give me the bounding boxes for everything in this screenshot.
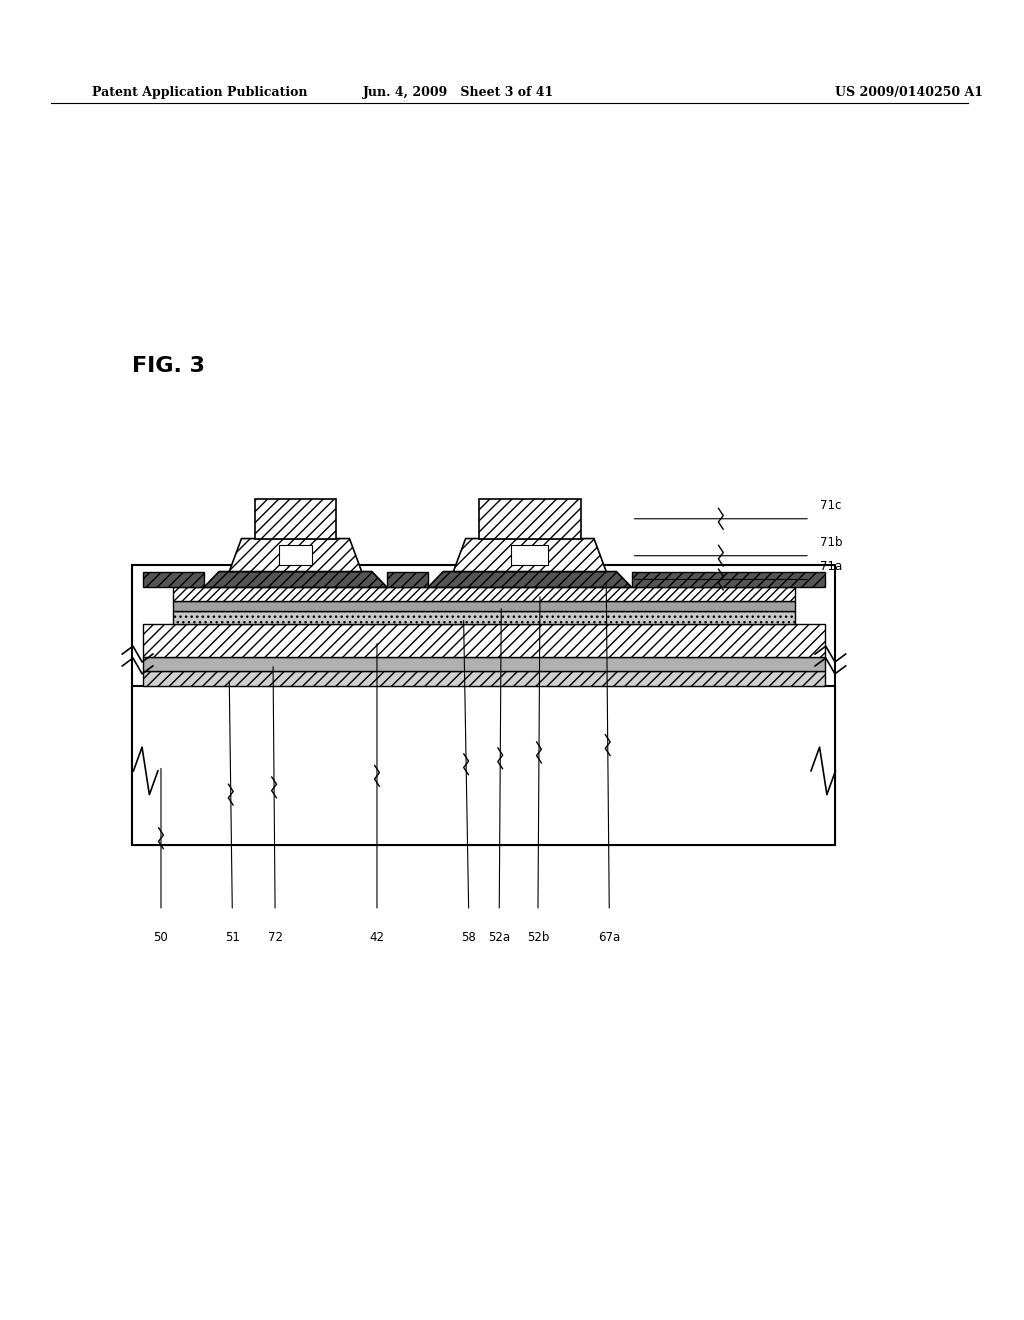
Bar	[173, 587, 795, 601]
Polygon shape	[255, 499, 336, 539]
Polygon shape	[428, 572, 632, 587]
Text: FIG. 3: FIG. 3	[132, 356, 206, 376]
Text: US 2009/0140250 A1: US 2009/0140250 A1	[836, 86, 983, 99]
Text: Jun. 4, 2009   Sheet 3 of 41: Jun. 4, 2009 Sheet 3 of 41	[362, 86, 554, 99]
Polygon shape	[479, 499, 581, 539]
Text: 72: 72	[267, 931, 283, 944]
Bar	[142, 671, 825, 686]
Bar	[173, 611, 795, 624]
Bar	[142, 624, 825, 657]
Text: 67a: 67a	[598, 931, 621, 944]
Bar	[173, 601, 795, 611]
Polygon shape	[204, 572, 387, 587]
Bar	[279, 545, 312, 565]
Bar	[142, 657, 825, 671]
Bar	[142, 572, 204, 587]
Text: 71c: 71c	[820, 499, 842, 512]
Bar	[632, 572, 825, 587]
Bar	[132, 686, 836, 845]
Text: 52a: 52a	[488, 931, 510, 944]
Text: Patent Application Publication: Patent Application Publication	[92, 86, 307, 99]
Polygon shape	[454, 539, 606, 572]
Bar	[387, 572, 428, 587]
Text: 50: 50	[154, 931, 168, 944]
Text: 58: 58	[461, 931, 476, 944]
Text: 42: 42	[370, 931, 384, 944]
Text: 71b: 71b	[820, 536, 843, 549]
Bar	[511, 545, 548, 565]
Bar	[132, 565, 836, 845]
Polygon shape	[229, 539, 361, 572]
Text: 52b: 52b	[526, 931, 549, 944]
Text: 71a: 71a	[820, 560, 843, 573]
Text: 51: 51	[225, 931, 240, 944]
